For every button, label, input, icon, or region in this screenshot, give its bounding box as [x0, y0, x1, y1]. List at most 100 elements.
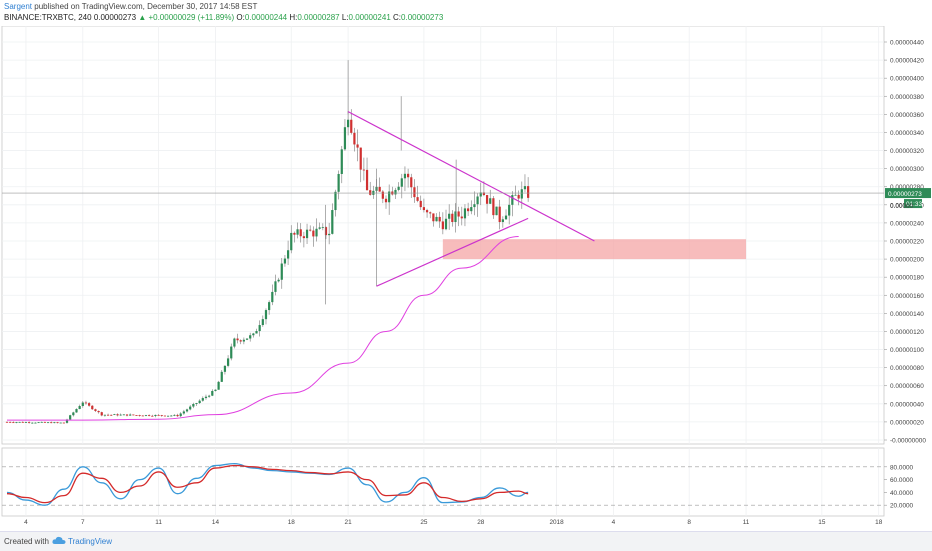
candle-body — [346, 119, 350, 128]
candle-body — [508, 204, 511, 216]
y-tick-label: 0.00000360 — [890, 112, 924, 119]
candle-body — [223, 365, 227, 372]
candle-body — [170, 415, 173, 417]
candle-body — [312, 230, 315, 237]
candle-body — [12, 422, 15, 424]
candle-body — [43, 421, 47, 423]
x-tick-label: 15 — [818, 519, 826, 526]
candle-body — [9, 421, 12, 423]
candle-body — [249, 335, 252, 339]
candle-body — [432, 213, 435, 222]
candle-body — [163, 415, 167, 417]
tradingview-brand[interactable]: TradingView — [68, 537, 113, 546]
tradingview-cloud-icon — [52, 536, 66, 544]
candle-body — [511, 195, 514, 205]
candle-body — [413, 187, 416, 198]
y-tick-label: 0.00000400 — [890, 76, 924, 83]
candle-body — [419, 200, 422, 208]
candle-body — [31, 422, 34, 424]
candle-body — [78, 406, 81, 410]
open-value: 0.00000244 — [244, 13, 288, 22]
candle-body — [75, 409, 78, 413]
candle-body — [148, 415, 151, 416]
symbol-label: BINANCE:TRXBTC, 240 — [4, 13, 92, 22]
candle-body — [245, 338, 249, 340]
candle-body — [504, 215, 508, 220]
candle-body — [343, 127, 347, 150]
candle-body — [106, 414, 110, 416]
candle-body — [132, 414, 135, 416]
candle-body — [24, 422, 28, 423]
x-tick-label: 25 — [420, 519, 428, 526]
stoch-pane — [1, 447, 885, 517]
candle-body — [315, 228, 318, 237]
candle-body — [271, 291, 274, 303]
candle-body — [151, 415, 154, 417]
candle-body — [195, 403, 198, 404]
price-chart[interactable]: 0.00000440 0.00000420 0.00000400 0.00000380… — [0, 26, 932, 531]
author-link[interactable]: Sargent — [4, 2, 33, 11]
footer-bar: Created with TradingView — [0, 531, 932, 551]
candle-body — [435, 216, 438, 222]
candle-body — [204, 396, 208, 399]
candle-body — [5, 421, 9, 423]
candle-body — [88, 403, 91, 406]
moving-average-line — [6, 235, 519, 421]
candle-body — [517, 194, 520, 199]
price-partial-label: 0.00000 — [890, 203, 914, 210]
candle-body — [252, 333, 255, 336]
y-tick-label: 0.00000160 — [890, 293, 924, 300]
candle-body — [125, 414, 129, 416]
candle-body — [182, 411, 185, 414]
last-price-box — [885, 188, 931, 199]
candle-body — [476, 196, 479, 205]
candle-body — [46, 422, 50, 424]
candle-body — [350, 119, 353, 133]
candle-body — [388, 191, 391, 203]
candle-body — [283, 258, 287, 264]
countdown-label: 01:33 — [906, 201, 922, 208]
candle-body — [135, 415, 138, 416]
candle-body — [40, 421, 43, 423]
candle-body — [217, 381, 220, 390]
candle-body — [309, 229, 312, 231]
candle-body — [160, 415, 163, 416]
change-value: ▲ +0.00000029 (+11.89%) — [138, 13, 235, 22]
last-price: 0.00000273 — [93, 13, 137, 22]
candle-body — [305, 229, 309, 239]
candle-body — [192, 403, 195, 407]
candle-body — [365, 169, 369, 191]
x-tick-label: 4 — [24, 519, 28, 526]
candle-body — [321, 227, 324, 228]
candle-body — [69, 415, 72, 420]
y-tick-label: 0.00000120 — [890, 329, 924, 336]
candle-body — [485, 195, 489, 204]
y-tick-label: 0.00000200 — [890, 257, 924, 264]
candle-body — [495, 206, 498, 216]
x-tick-label: 4 — [612, 519, 616, 526]
y-tick-label: 0.00000180 — [890, 275, 924, 282]
candle-body — [403, 173, 407, 179]
candle-body — [166, 415, 170, 417]
candle-body — [201, 398, 204, 401]
x-tick-label: 21 — [345, 519, 353, 526]
y-tick-label: 0.00000340 — [890, 130, 924, 137]
candle-body — [97, 410, 100, 413]
x-tick-label: 18 — [875, 519, 883, 526]
y-tick-label: 0.00000380 — [890, 94, 924, 101]
last-price-label: 0.00000273 — [888, 191, 922, 198]
candle-body — [473, 204, 476, 208]
low-value: 0.00000241 — [348, 13, 391, 22]
candle-body — [141, 415, 144, 417]
candle-body — [397, 186, 400, 190]
candle-body — [176, 414, 179, 417]
candle-body — [444, 218, 448, 230]
candle-body — [214, 389, 217, 391]
x-tick-label: 11 — [155, 519, 162, 526]
candle-body — [378, 186, 381, 192]
candle-body — [334, 191, 337, 211]
candle-body — [91, 405, 94, 410]
price-pane — [1, 26, 885, 445]
candle-body — [103, 414, 107, 416]
candle-body — [72, 412, 75, 416]
